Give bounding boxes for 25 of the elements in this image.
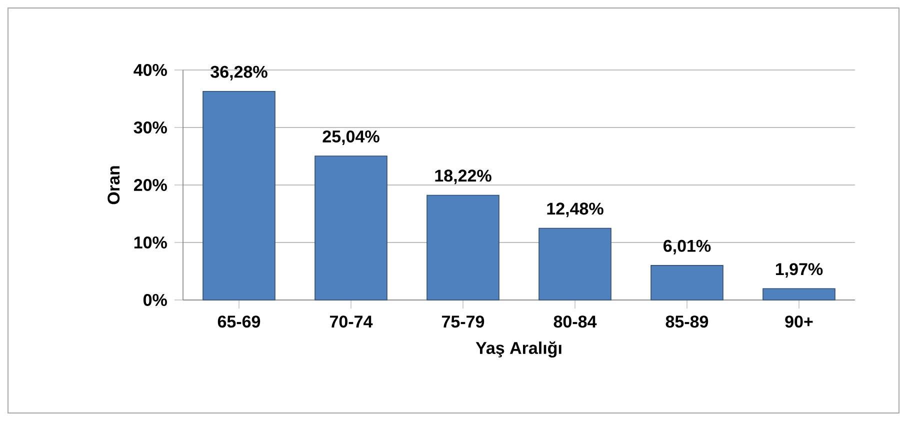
x-axis-title: Yaş Aralığı bbox=[476, 341, 562, 358]
y-tick-label: 30% bbox=[134, 121, 167, 134]
x-tick-label: 85-89 bbox=[666, 316, 708, 328]
y-tick-label: 10% bbox=[134, 236, 167, 248]
x-tick-label: 65-69 bbox=[218, 316, 260, 328]
y-tick-label: 40% bbox=[134, 64, 167, 76]
y-axis-title: Oran bbox=[108, 166, 120, 204]
data-label: 6,01% bbox=[664, 240, 711, 254]
x-tick-label: 90+ bbox=[785, 316, 813, 328]
x-tick-label: 80-84 bbox=[554, 316, 597, 328]
data-label: 36,28% bbox=[210, 66, 268, 80]
bar bbox=[314, 156, 388, 300]
bar bbox=[426, 194, 500, 300]
y-tick-label: 20% bbox=[134, 178, 167, 191]
x-tick-label: 75-79 bbox=[442, 316, 484, 328]
x-tick-label: 70-74 bbox=[330, 316, 373, 328]
data-label: 1,97% bbox=[776, 263, 823, 278]
data-label: 12,48% bbox=[547, 202, 604, 218]
bar bbox=[650, 265, 724, 300]
data-label: 25,04% bbox=[322, 130, 380, 145]
bar bbox=[202, 90, 276, 300]
bar bbox=[762, 288, 836, 300]
data-label: 18,22% bbox=[435, 170, 492, 184]
bar bbox=[538, 228, 612, 300]
y-tick-label: 0% bbox=[143, 294, 167, 306]
